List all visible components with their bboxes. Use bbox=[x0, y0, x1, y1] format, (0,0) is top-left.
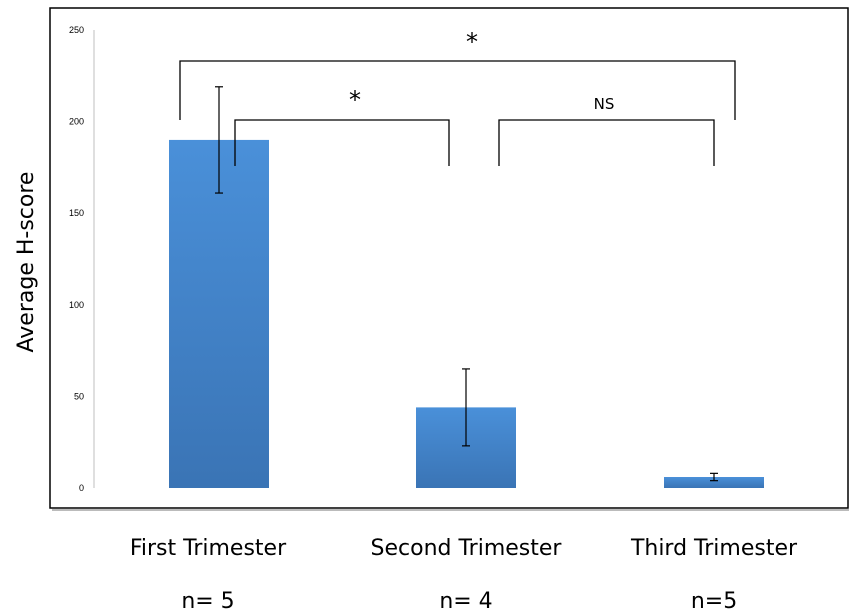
significance-label: * bbox=[349, 86, 361, 114]
bars bbox=[169, 86, 764, 489]
sample-size-label: n= 4 bbox=[439, 589, 492, 614]
category-labels: First Trimester n= 5 Second Trimester n= 4 T… bbox=[130, 536, 798, 614]
y-axis-ticks: 0 50 100 150 200 250 bbox=[69, 25, 84, 493]
error-bar bbox=[462, 368, 470, 447]
y-tick-label: 100 bbox=[69, 300, 84, 310]
x-category-label: First Trimester bbox=[130, 536, 287, 561]
error-bar bbox=[710, 472, 718, 482]
y-tick-label: 200 bbox=[69, 117, 84, 127]
significance-label: * bbox=[466, 28, 478, 56]
error-bar bbox=[215, 86, 223, 194]
significance-brackets: * * NS bbox=[179, 28, 736, 166]
y-tick-label: 250 bbox=[69, 25, 84, 35]
significance-bracket bbox=[179, 60, 736, 120]
bar bbox=[169, 139, 269, 489]
y-axis-label: Average H-score bbox=[14, 172, 39, 353]
y-tick-label: 150 bbox=[69, 208, 84, 218]
sample-size-label: n=5 bbox=[691, 589, 737, 614]
y-tick-label: 0 bbox=[79, 483, 84, 493]
sample-size-label: n= 5 bbox=[181, 589, 234, 614]
y-tick-label: 50 bbox=[74, 391, 84, 401]
x-category-label: Third Trimester bbox=[630, 536, 798, 561]
significance-label: NS bbox=[594, 95, 615, 113]
x-category-label: Second Trimester bbox=[371, 536, 563, 561]
significance-bracket bbox=[234, 119, 450, 166]
bar bbox=[664, 477, 764, 488]
significance-bracket bbox=[498, 119, 715, 166]
